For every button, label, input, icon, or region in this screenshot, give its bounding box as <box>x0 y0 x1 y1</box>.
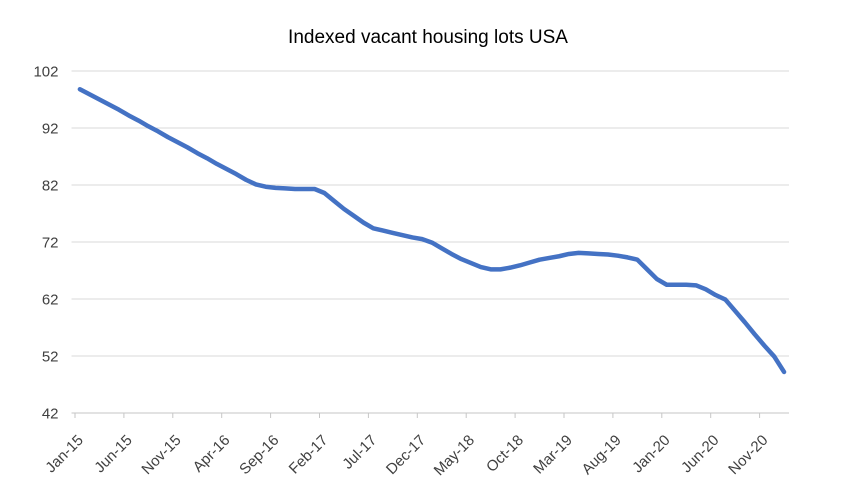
x-axis-tick-label: Jan-15 <box>42 432 86 476</box>
x-axis-tick-label: Nov-20 <box>725 432 771 478</box>
x-axis-tick-label: Apr-16 <box>190 432 234 476</box>
x-axis-tick-label: Jul-17 <box>339 432 380 473</box>
y-axis-labels: 102 92 82 72 62 52 42 <box>33 64 58 423</box>
x-axis-tick-label: Mar-19 <box>530 432 576 478</box>
y-axis-tick-label: 62 <box>42 292 59 309</box>
x-axis-tick-label: Nov-15 <box>138 432 184 478</box>
y-axis-tick-label: 42 <box>42 406 59 423</box>
gridlines <box>71 70 789 414</box>
x-axis-tick-label: Oct-18 <box>483 432 527 476</box>
y-axis-tick-label: 82 <box>42 178 59 195</box>
chart-title: Indexed vacant housing lots USA <box>288 27 568 48</box>
x-axis-tick-label: Dec-17 <box>383 432 429 478</box>
x-axis <box>74 413 761 418</box>
x-axis-tick-label: Jan-20 <box>629 432 673 476</box>
data-line-series <box>77 86 787 375</box>
x-axis-tick-label: Sep-16 <box>236 432 282 478</box>
x-axis-tick-label: May-18 <box>431 432 478 479</box>
y-axis-tick-label: 72 <box>42 235 59 252</box>
x-axis-tick-label: Aug-19 <box>579 432 625 478</box>
x-axis-tick-label: Feb-17 <box>286 432 332 478</box>
y-axis-tick-label: 92 <box>42 121 59 138</box>
x-axis-tick-label: Jun-20 <box>678 432 722 476</box>
x-axis-labels: Jan-15 Jun-15 Nov-15 Apr-16 Sep-16 Feb-17 Jul-… <box>42 432 771 479</box>
y-axis-tick-label: 102 <box>33 64 58 81</box>
x-axis-tick-label: Jun-15 <box>91 432 135 476</box>
y-axis-tick-label: 52 <box>42 349 59 366</box>
